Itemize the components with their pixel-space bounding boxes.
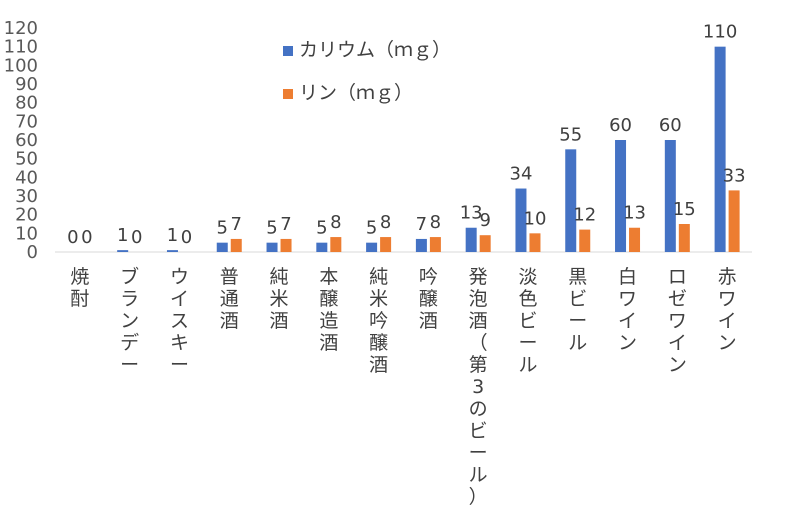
data-label: 60 — [659, 115, 682, 136]
bar-phosphorus — [380, 237, 392, 252]
category-label: 黒ビール — [568, 266, 587, 354]
bar-phosphorus — [629, 227, 641, 252]
bar-phosphorus — [728, 190, 740, 252]
category-label: 純米吟醸酒 — [369, 266, 388, 376]
data-label: 12 — [573, 205, 596, 226]
bar-phosphorus — [529, 233, 541, 252]
bar-potassium — [117, 250, 129, 252]
legend-label: カリウム（ｍｇ） — [299, 39, 451, 61]
bar-potassium — [366, 242, 378, 252]
data-label: 0 — [181, 227, 192, 248]
category-label: 淡色ビール — [518, 266, 537, 376]
data-label: 10 — [524, 208, 547, 229]
data-label: 5 — [366, 218, 377, 239]
data-label: 8 — [330, 212, 341, 233]
y-tick-label: 60 — [15, 130, 38, 151]
category-label: 吟醸酒 — [419, 266, 438, 332]
bar-potassium — [316, 242, 328, 252]
bar-phosphorus — [230, 238, 242, 252]
category-label: 純米酒 — [270, 266, 289, 332]
bar-potassium — [465, 227, 477, 252]
data-label: 5 — [316, 218, 327, 239]
y-tick-label: 50 — [15, 149, 38, 170]
category-label: ブランデー — [120, 265, 139, 376]
y-tick-label: 20 — [15, 205, 38, 226]
legend-swatch — [283, 89, 293, 99]
y-tick-label: 80 — [15, 93, 38, 114]
y-tick-label: 70 — [15, 111, 38, 132]
category-label: 赤ワイン — [718, 266, 737, 354]
bar-phosphorus — [479, 235, 491, 252]
data-label: 5 — [217, 218, 228, 239]
bar-phosphorus — [579, 229, 591, 252]
legend: カリウム（ｍｇ） リン（ｍｇ） — [283, 39, 451, 104]
data-label: 34 — [510, 164, 533, 185]
data-label: 0 — [81, 227, 92, 248]
bar-potassium — [615, 140, 627, 252]
data-label: 110 — [703, 22, 737, 43]
bar-phosphorus — [429, 237, 441, 252]
data-label: 33 — [723, 165, 746, 186]
y-tick-label: 40 — [15, 167, 38, 188]
category-label: 普通酒 — [220, 266, 239, 332]
data-label: 15 — [673, 199, 696, 220]
y-tick-label: 10 — [15, 223, 38, 244]
category-label: 発泡酒（第 3 のビール） — [469, 266, 488, 508]
category-label: ロゼワイン — [668, 266, 687, 376]
bar-potassium — [714, 46, 726, 252]
data-label: 13 — [623, 203, 646, 224]
y-tick-label: 120 — [4, 18, 38, 39]
data-label: 60 — [609, 115, 632, 136]
data-label: 13 — [460, 203, 483, 224]
category-label: 焼酎 — [70, 266, 89, 310]
data-label: 8 — [380, 212, 391, 233]
y-tick-label: 90 — [15, 74, 38, 95]
bar-potassium — [565, 149, 577, 252]
bar-potassium — [415, 238, 427, 252]
y-tick-label: 110 — [4, 37, 38, 58]
bar-potassium — [515, 188, 527, 252]
legend-label: リン（ｍｇ） — [299, 82, 413, 104]
data-label: 7 — [416, 214, 427, 235]
bar-phosphorus — [330, 237, 342, 252]
category-label: 本醸造酒 — [319, 266, 338, 354]
data-label: 7 — [231, 214, 242, 235]
category-labels: 焼酎 ブランデー ウイスキー 普通酒 純米酒 本醸造酒 純米吟醸酒 吟醸酒 発泡酒（第 3 のビール… — [70, 265, 736, 508]
bar-potassium — [664, 140, 676, 252]
data-label: 8 — [430, 212, 441, 233]
category-label: ウイスキー — [170, 266, 189, 376]
legend-swatch — [283, 46, 293, 56]
bar-potassium — [166, 250, 178, 252]
bars — [117, 46, 740, 252]
bar-potassium — [266, 242, 278, 252]
data-label: 5 — [266, 218, 277, 239]
bar-phosphorus — [678, 224, 690, 252]
data-label: 1 — [117, 225, 128, 246]
bar-phosphorus — [280, 238, 292, 252]
y-tick-label: 0 — [27, 242, 38, 263]
data-label: 55 — [559, 124, 582, 145]
data-label: 0 — [67, 227, 78, 248]
bar-potassium — [216, 242, 228, 252]
data-label: 9 — [479, 210, 490, 231]
category-label: 白ワイン — [618, 266, 637, 354]
y-tick-label: 30 — [15, 186, 38, 207]
y-tick-label: 100 — [4, 55, 38, 76]
data-label: 0 — [131, 227, 142, 248]
data-label: 1 — [167, 225, 178, 246]
data-label: 7 — [280, 214, 291, 235]
